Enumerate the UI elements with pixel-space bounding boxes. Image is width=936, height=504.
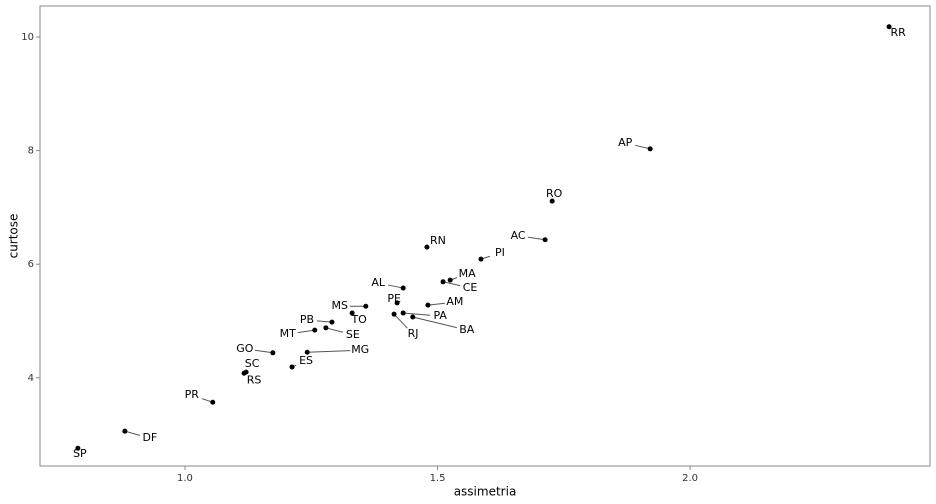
label-connector	[316, 320, 332, 323]
point	[270, 350, 276, 356]
point	[75, 445, 81, 451]
point-label: CE	[463, 281, 478, 294]
point-label: TO	[350, 313, 367, 326]
point-label: PA	[433, 309, 447, 322]
label-connector	[442, 281, 461, 287]
point-label: AP	[618, 136, 633, 149]
x-tick-label: 1.0	[177, 473, 193, 484]
point-label: RR	[890, 26, 906, 39]
x-tick-label: 2.0	[682, 473, 698, 484]
point-label: SE	[346, 328, 360, 341]
point-label: MT	[280, 327, 296, 340]
point-label: RS	[247, 373, 262, 386]
point-label: RO	[546, 187, 563, 200]
label-connector	[124, 430, 140, 436]
label-connector	[307, 350, 351, 353]
point	[400, 310, 406, 316]
point-label: MA	[459, 267, 476, 280]
label-connector	[388, 284, 404, 289]
label-connector	[403, 312, 431, 316]
point-label: AM	[446, 295, 463, 308]
panel	[39, 5, 931, 467]
point	[122, 428, 128, 434]
point-label: SC	[245, 357, 260, 370]
label-connector	[528, 236, 546, 241]
y-tick-label: 10	[21, 32, 34, 43]
point	[289, 364, 295, 370]
y-tick-label: 8	[28, 146, 34, 157]
point-label: RJ	[408, 327, 419, 340]
y-tick-label: 4	[28, 373, 34, 384]
point-label: AL	[371, 276, 386, 289]
point	[210, 399, 216, 405]
point-label: PB	[300, 313, 314, 326]
point	[425, 302, 431, 308]
point	[349, 310, 355, 316]
point	[400, 285, 406, 291]
x-tick-label: 1.5	[430, 473, 446, 484]
point	[440, 279, 446, 285]
label-connector	[254, 349, 273, 354]
point	[886, 24, 892, 30]
label-connector	[412, 316, 457, 329]
point-label: AC	[511, 229, 526, 242]
point-label: MS	[332, 299, 348, 312]
point	[391, 311, 397, 317]
point-label: BA	[459, 323, 475, 336]
point	[647, 146, 653, 152]
point-label: SP	[73, 447, 87, 460]
label-connector	[635, 144, 651, 150]
point	[304, 349, 310, 355]
point	[394, 300, 400, 306]
point	[478, 256, 484, 262]
point-label: RN	[430, 234, 446, 247]
point-label: GO	[236, 342, 254, 355]
point	[312, 327, 318, 333]
x-axis-title: assimetria	[454, 485, 517, 499]
label-connector	[427, 302, 445, 306]
point-label: PR	[185, 388, 200, 401]
point	[549, 198, 555, 204]
label-connector	[297, 329, 315, 334]
y-axis-title: curtose	[7, 214, 21, 259]
point	[323, 325, 329, 331]
point-label: PI	[495, 246, 505, 259]
point	[410, 314, 416, 320]
point-label: DF	[142, 431, 157, 444]
point	[447, 277, 453, 283]
label-connector	[325, 327, 344, 333]
point	[424, 244, 430, 250]
point	[241, 370, 247, 376]
point-label: ES	[299, 354, 313, 367]
point	[363, 303, 369, 309]
point	[329, 319, 335, 325]
y-tick-label: 6	[28, 259, 34, 270]
point-label: PE	[387, 292, 401, 305]
label-connector	[393, 313, 408, 329]
point-label: MG	[351, 343, 369, 356]
point	[542, 237, 548, 243]
